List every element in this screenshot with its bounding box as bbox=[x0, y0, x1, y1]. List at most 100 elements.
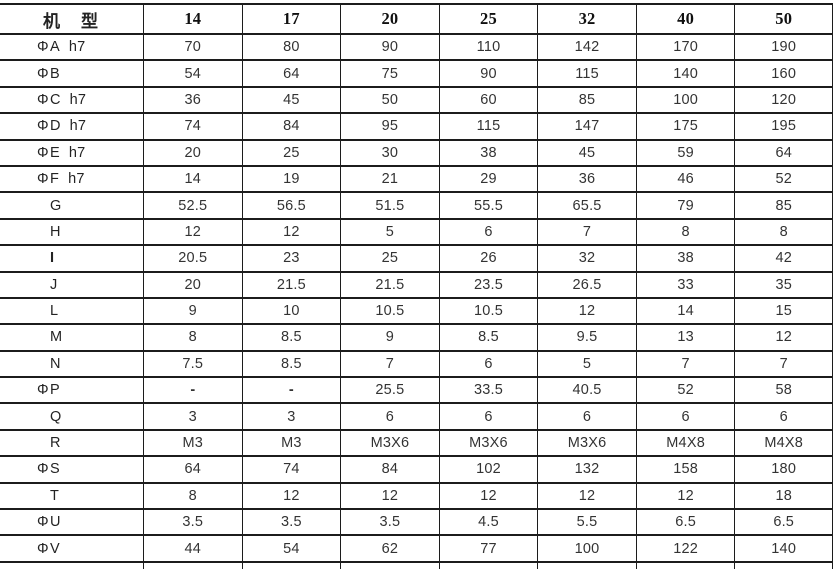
label-prefix: Φ bbox=[37, 171, 49, 188]
value-cell: 160 bbox=[734, 61, 833, 86]
label-letter: N bbox=[50, 355, 61, 372]
value-cell: 190 bbox=[734, 35, 833, 60]
value-cell: 140 bbox=[734, 536, 833, 561]
table-row-L: L 9 10 10.5 10.5 12 14 15 bbox=[0, 298, 833, 326]
header-model-17: 17 bbox=[241, 5, 341, 33]
value-cell: 8 bbox=[734, 219, 833, 245]
value-cell: 12 bbox=[340, 483, 439, 509]
row-label-G: G bbox=[0, 193, 143, 217]
value-cell: 77 bbox=[438, 536, 538, 561]
label-letter: A bbox=[50, 39, 60, 56]
value-cell: 85 bbox=[734, 193, 833, 218]
value-cell: 35 bbox=[734, 272, 833, 297]
value-cell: 44 bbox=[143, 536, 242, 561]
value-cell: 142 bbox=[537, 35, 636, 60]
value-cell: 195 bbox=[734, 114, 833, 139]
value-cell: 3.5 bbox=[241, 510, 341, 535]
value-cell: 25.5 bbox=[340, 378, 439, 403]
value-cell: 6.5 bbox=[734, 510, 833, 535]
value-cell: 29 bbox=[438, 166, 538, 192]
table-row-P: Φ P - -25.5 33.5 40.5 52 58 bbox=[0, 378, 833, 405]
value-cell: 120 bbox=[734, 87, 833, 113]
table-row-R: R M3 M3 M3X6 M3X6 M3X6 M4X8 M4X8 bbox=[0, 430, 833, 458]
header-model-20: 20 bbox=[340, 5, 439, 33]
label-prefix: Φ bbox=[37, 461, 49, 478]
value-cell: 32 bbox=[537, 246, 636, 271]
value-cell: 20 bbox=[143, 140, 242, 165]
label-letter: C bbox=[50, 91, 61, 108]
header-model-32: 32 bbox=[537, 5, 636, 33]
table-row-U: Φ U 3.5 3.5 3.5 4.5 5.5 6.5 6.5 bbox=[0, 510, 833, 537]
value-cell: 110 bbox=[438, 35, 538, 60]
label-letter: V bbox=[50, 540, 60, 557]
row-label-H: H bbox=[0, 220, 143, 244]
label-suffix: h7 bbox=[68, 144, 86, 161]
stub-cell bbox=[340, 562, 439, 569]
value-cell: 84 bbox=[241, 114, 341, 139]
header-model-14: 14 bbox=[143, 5, 242, 33]
value-cell: 14 bbox=[635, 298, 735, 324]
value-cell: 12 bbox=[438, 483, 538, 509]
value-cell: 132 bbox=[537, 457, 636, 482]
value-cell: 90 bbox=[438, 61, 538, 86]
value-cell: 100 bbox=[635, 87, 735, 113]
value-cell: 40.5 bbox=[537, 378, 636, 403]
value-cell: 7 bbox=[340, 351, 439, 377]
value-cell: 12 bbox=[241, 483, 341, 509]
value-cell: 36 bbox=[143, 87, 242, 113]
label-letter: D bbox=[50, 118, 61, 135]
value-cell: 21.5 bbox=[241, 272, 341, 297]
value-cell: 7 bbox=[537, 219, 636, 245]
value-cell: 20 bbox=[143, 272, 242, 297]
value-cell: 36 bbox=[537, 166, 636, 192]
value-cell: 140 bbox=[635, 61, 735, 86]
label-letter: S bbox=[50, 461, 60, 478]
table-row-B: Φ B 54 64 75 90 115 140 160 bbox=[0, 61, 833, 88]
value-cell: 12 bbox=[635, 483, 735, 509]
value-cell: 115 bbox=[537, 61, 636, 86]
value-cell: 45 bbox=[537, 140, 636, 165]
value-cell: 102 bbox=[438, 457, 538, 482]
value-cell: 62 bbox=[340, 536, 439, 561]
value-cell: 52.5 bbox=[143, 193, 242, 218]
label-suffix: h7 bbox=[69, 91, 87, 108]
value-cell: 115 bbox=[438, 114, 538, 139]
value-cell: 56.5 bbox=[241, 193, 341, 218]
label-letter: T bbox=[50, 487, 60, 504]
table-row-I: I 20.5 23 25 26 32 38 42 bbox=[0, 246, 833, 273]
value-cell: M3X6 bbox=[537, 430, 636, 456]
value-cell: 8.5 bbox=[438, 325, 538, 350]
value-cell: 6 bbox=[635, 404, 735, 429]
value-cell: 51.5 bbox=[340, 193, 439, 218]
value-cell: 10 bbox=[241, 298, 341, 324]
stub-cell bbox=[241, 562, 341, 569]
stub-cell bbox=[635, 562, 735, 569]
value-cell: 38 bbox=[635, 246, 735, 271]
value-cell: 54 bbox=[241, 536, 341, 561]
label-prefix: Φ bbox=[37, 118, 49, 135]
row-label-T: T bbox=[0, 484, 143, 508]
stub-cell bbox=[537, 562, 636, 569]
label-prefix: Φ bbox=[37, 39, 49, 56]
row-label-N: N bbox=[0, 352, 143, 376]
value-cell: 6 bbox=[734, 404, 833, 429]
value-cell: 8 bbox=[143, 483, 242, 509]
value-cell: 122 bbox=[635, 536, 735, 561]
value-cell: 26.5 bbox=[537, 272, 636, 297]
table-row-M: M 8 8.5 9 8.5 9.5 13 12 bbox=[0, 325, 833, 352]
value-cell: 38 bbox=[438, 140, 538, 165]
value-cell: 12 bbox=[537, 298, 636, 324]
value-cell: 9 bbox=[143, 298, 242, 324]
value-cell: 158 bbox=[635, 457, 735, 482]
value-cell: 10.5 bbox=[340, 298, 439, 324]
